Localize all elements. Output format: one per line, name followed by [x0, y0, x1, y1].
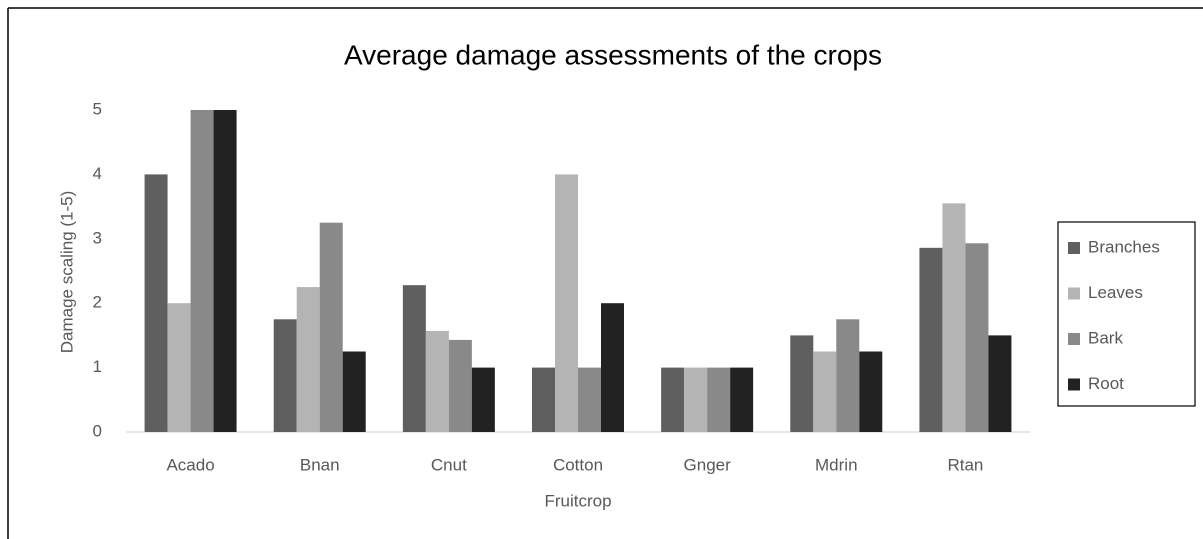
x-tick-label: Rtan — [947, 455, 983, 474]
bar — [836, 319, 860, 432]
bar — [578, 367, 601, 432]
bar — [190, 110, 214, 432]
legend-swatch — [1068, 333, 1080, 345]
y-tick-label: 4 — [93, 164, 102, 183]
x-tick-label: Cotton — [553, 455, 603, 474]
bar — [813, 351, 837, 432]
bar — [859, 351, 883, 432]
legend-label: Bark — [1088, 328, 1123, 347]
x-tick-label: Mdrin — [815, 455, 858, 474]
legend-swatch — [1068, 242, 1080, 254]
legend-label: Branches — [1088, 237, 1160, 256]
bar — [790, 335, 814, 432]
y-tick-label: 0 — [93, 421, 102, 440]
x-tick-label: Cnut — [431, 455, 467, 474]
bar — [319, 222, 343, 432]
bar — [730, 367, 754, 432]
legend-box — [1057, 221, 1196, 407]
bar — [988, 335, 1012, 432]
bar — [684, 367, 708, 432]
bar — [707, 367, 731, 432]
bar — [448, 339, 472, 432]
y-tick-label: 3 — [93, 228, 102, 247]
bar — [425, 330, 449, 432]
bar — [273, 319, 297, 432]
legend-swatch — [1068, 378, 1080, 391]
bar — [532, 367, 555, 432]
y-tick-label: 2 — [93, 293, 102, 312]
bar — [942, 203, 966, 432]
x-tick-label: Bnan — [300, 455, 340, 474]
y-axis-label: Damage scaling (1-5) — [57, 191, 76, 354]
legend-label: Root — [1088, 374, 1124, 393]
x-axis-label: Fruitcrop — [544, 491, 611, 510]
bar — [402, 285, 426, 432]
bar — [167, 303, 191, 432]
bar — [296, 287, 320, 432]
bar — [601, 303, 624, 432]
bar — [471, 367, 495, 432]
chart-title: Average damage assessments of the crops — [344, 39, 882, 70]
y-tick-label: 5 — [93, 99, 102, 118]
legend-swatch — [1068, 287, 1080, 300]
bar — [213, 110, 237, 432]
bar — [965, 243, 989, 432]
bar — [342, 351, 366, 432]
legend-label: Leaves — [1088, 283, 1143, 302]
y-tick-label: 1 — [93, 357, 102, 376]
bar — [555, 174, 578, 432]
bar — [144, 174, 168, 432]
x-tick-label: Gnger — [684, 455, 732, 474]
x-tick-label: Acado — [166, 455, 214, 474]
bar — [919, 247, 943, 432]
bar — [661, 367, 685, 432]
